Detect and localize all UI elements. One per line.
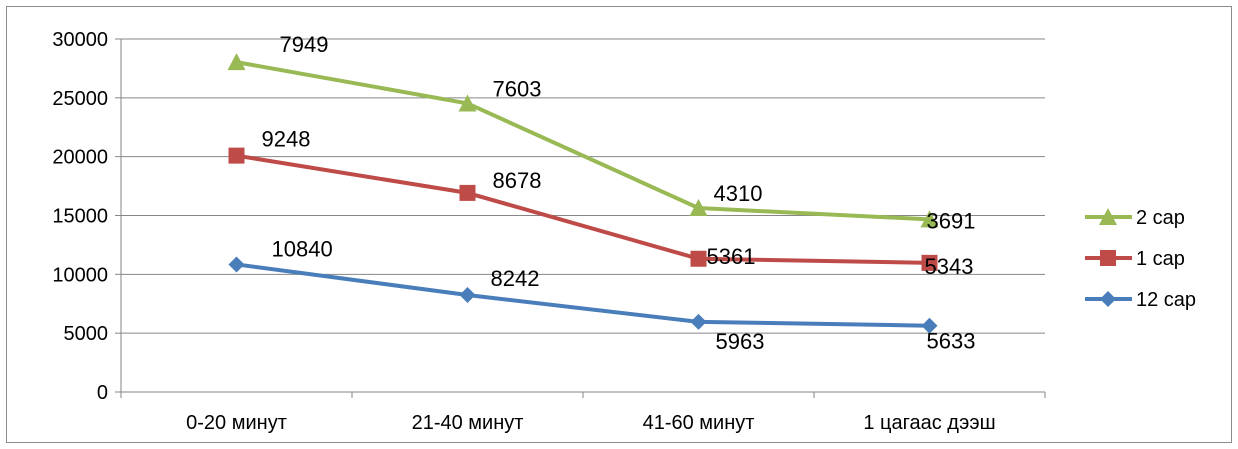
marker-diamond (1100, 291, 1116, 307)
marker-triangle (1099, 208, 1117, 225)
y-tick-label: 20000 (52, 147, 108, 169)
y-tick-label: 25000 (52, 88, 108, 110)
y-tick-label: 15000 (52, 206, 108, 228)
marker-square (1100, 250, 1116, 266)
data-label: 8242 (491, 266, 540, 291)
marker-triangle (458, 94, 477, 112)
x-axis-ticks: 0-20 минут 21-40 минут 41-60 минут 1 цагаас… (186, 412, 995, 434)
data-label: 4310 (714, 181, 763, 206)
marker-diamond (228, 256, 245, 273)
data-label: 9248 (262, 127, 311, 152)
series-line (236, 60, 930, 222)
x-tick-label: 1 цагаас дээш (863, 412, 995, 434)
data-label: 5633 (927, 329, 976, 354)
x-tick-label: 0-20 минут (186, 412, 287, 434)
marker-triangle (689, 199, 708, 217)
data-label: 3691 (927, 208, 976, 233)
marker-diamond (690, 313, 707, 330)
y-tick-label: 5000 (64, 323, 109, 345)
gridlines (115, 38, 1046, 398)
marker-diamond (459, 287, 476, 304)
legend-label: 1 сар (1136, 248, 1185, 270)
series-line (236, 262, 930, 328)
marker-square (690, 250, 707, 267)
marker-triangle (920, 210, 939, 228)
data-label: 10840 (272, 236, 333, 261)
marker-triangle (227, 53, 246, 71)
chart-frame (6, 6, 1232, 443)
data-label: 5963 (716, 329, 765, 354)
series-line (236, 153, 930, 265)
data-label: 7949 (280, 32, 329, 57)
data-label: 7603 (493, 76, 542, 101)
marker-square (459, 184, 476, 201)
data-label: 5343 (925, 254, 974, 279)
x-tick-label: 21-40 минут (412, 412, 524, 434)
marker-square (228, 147, 245, 164)
legend-label: 2 сар (1136, 207, 1185, 229)
x-tick-label: 41-60 минут (643, 412, 755, 434)
y-tick-label: 30000 (52, 29, 108, 51)
series-group (227, 53, 939, 334)
marker-square (921, 254, 938, 271)
y-tick-label: 0 (97, 382, 108, 404)
legend-label: 12 сар (1136, 289, 1196, 311)
data-labels: 10840 8242 5963 5633 9248 8678 5361 5343 7949 760… (262, 32, 976, 354)
y-tick-label: 10000 (52, 264, 108, 286)
data-label: 5361 (707, 244, 756, 269)
y-axis-ticks: 0 5000 10000 15000 20000 25000 30000 (52, 29, 108, 404)
data-label: 8678 (493, 168, 542, 193)
marker-diamond (921, 317, 938, 334)
legend: 2 сар 1 сар 12 сар (1085, 207, 1196, 311)
